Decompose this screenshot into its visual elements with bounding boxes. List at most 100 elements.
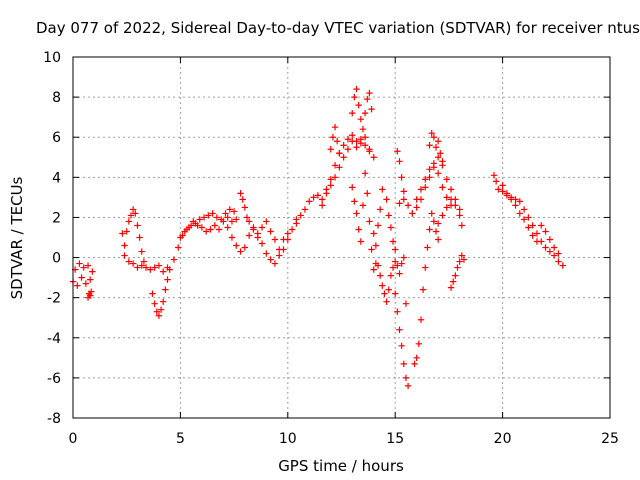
data-point <box>492 178 500 185</box>
data-point <box>331 174 339 181</box>
data-point <box>327 146 334 153</box>
data-point <box>226 206 234 213</box>
data-point <box>119 230 126 237</box>
data-point <box>428 130 435 137</box>
data-point <box>426 226 433 233</box>
data-point <box>422 184 429 191</box>
data-point <box>336 164 343 171</box>
data-point <box>314 192 322 199</box>
data-point <box>392 290 399 297</box>
data-point <box>364 190 371 197</box>
data-point <box>80 264 87 271</box>
data-point <box>237 248 244 255</box>
series-ntus-d2 <box>224 224 291 267</box>
data-point <box>368 246 375 253</box>
data-point <box>379 186 386 193</box>
data-point <box>245 218 253 225</box>
data-point <box>361 170 369 177</box>
data-point <box>396 326 403 333</box>
data-point <box>140 258 148 265</box>
data-point <box>263 250 270 257</box>
data-point <box>215 226 223 233</box>
data-point <box>364 95 371 103</box>
data-point <box>381 290 388 297</box>
x-tick-label: 10 <box>279 431 297 447</box>
data-point <box>439 212 446 219</box>
data-point <box>125 258 133 265</box>
data-point <box>129 206 137 213</box>
data-point <box>452 202 459 209</box>
data-point <box>529 222 536 229</box>
data-point <box>170 256 178 263</box>
data-point <box>297 212 304 219</box>
data-point <box>520 216 528 223</box>
data-point <box>434 236 442 243</box>
data-point <box>310 194 317 201</box>
data-point <box>400 254 407 261</box>
data-point <box>355 101 362 109</box>
data-point <box>437 150 444 157</box>
data-point <box>243 214 251 221</box>
series-ntus-j <box>383 148 412 390</box>
data-point <box>430 218 438 225</box>
data-point <box>136 234 143 241</box>
data-point <box>417 186 425 193</box>
data-point <box>456 212 463 219</box>
data-point <box>454 264 461 271</box>
series-ntus-g <box>349 85 375 133</box>
data-point <box>89 268 96 275</box>
data-point <box>142 264 150 271</box>
data-point <box>78 274 85 281</box>
data-point <box>237 190 244 197</box>
data-point <box>318 196 326 203</box>
data-point <box>151 264 158 271</box>
data-point <box>374 222 382 229</box>
data-point <box>419 286 427 293</box>
y-tick-label: -4 <box>47 331 61 347</box>
data-point <box>392 258 399 265</box>
data-point <box>424 244 431 251</box>
data-point <box>233 216 240 223</box>
y-tick-label: 0 <box>52 251 61 267</box>
data-point <box>447 186 455 193</box>
data-point <box>394 262 401 269</box>
series-ntus-c2 <box>177 214 240 241</box>
data-point <box>499 182 506 189</box>
data-point <box>361 109 369 117</box>
data-point <box>533 238 541 245</box>
y-tick-label: 6 <box>52 130 61 146</box>
data-point <box>241 204 249 211</box>
data-point <box>349 132 356 139</box>
data-point <box>134 222 141 229</box>
data-point <box>228 218 236 225</box>
data-point <box>370 266 377 273</box>
series-ntus-a <box>69 260 96 289</box>
x-tick-label: 0 <box>69 431 78 447</box>
data-point <box>177 234 184 241</box>
data-point <box>372 242 380 249</box>
data-point <box>258 224 266 231</box>
y-tick-label: 4 <box>52 170 61 186</box>
series-ntus-h <box>349 170 386 273</box>
series-ntus-c <box>149 206 238 319</box>
data-point <box>443 204 450 211</box>
data-point <box>258 240 266 247</box>
data-point <box>293 216 300 223</box>
data-point <box>271 236 279 243</box>
data-point <box>456 206 463 213</box>
data-point <box>318 202 326 209</box>
data-point <box>394 148 401 155</box>
series-ntus-f <box>327 123 343 157</box>
series-ntus-i <box>370 230 407 305</box>
data-point <box>263 218 270 225</box>
data-point <box>160 268 167 275</box>
data-point <box>426 174 433 181</box>
data-point <box>267 228 274 235</box>
data-point <box>254 230 261 237</box>
data-point <box>121 252 128 259</box>
data-point <box>434 170 442 177</box>
data-point <box>546 236 554 243</box>
data-point <box>507 196 515 203</box>
data-point <box>525 224 532 231</box>
